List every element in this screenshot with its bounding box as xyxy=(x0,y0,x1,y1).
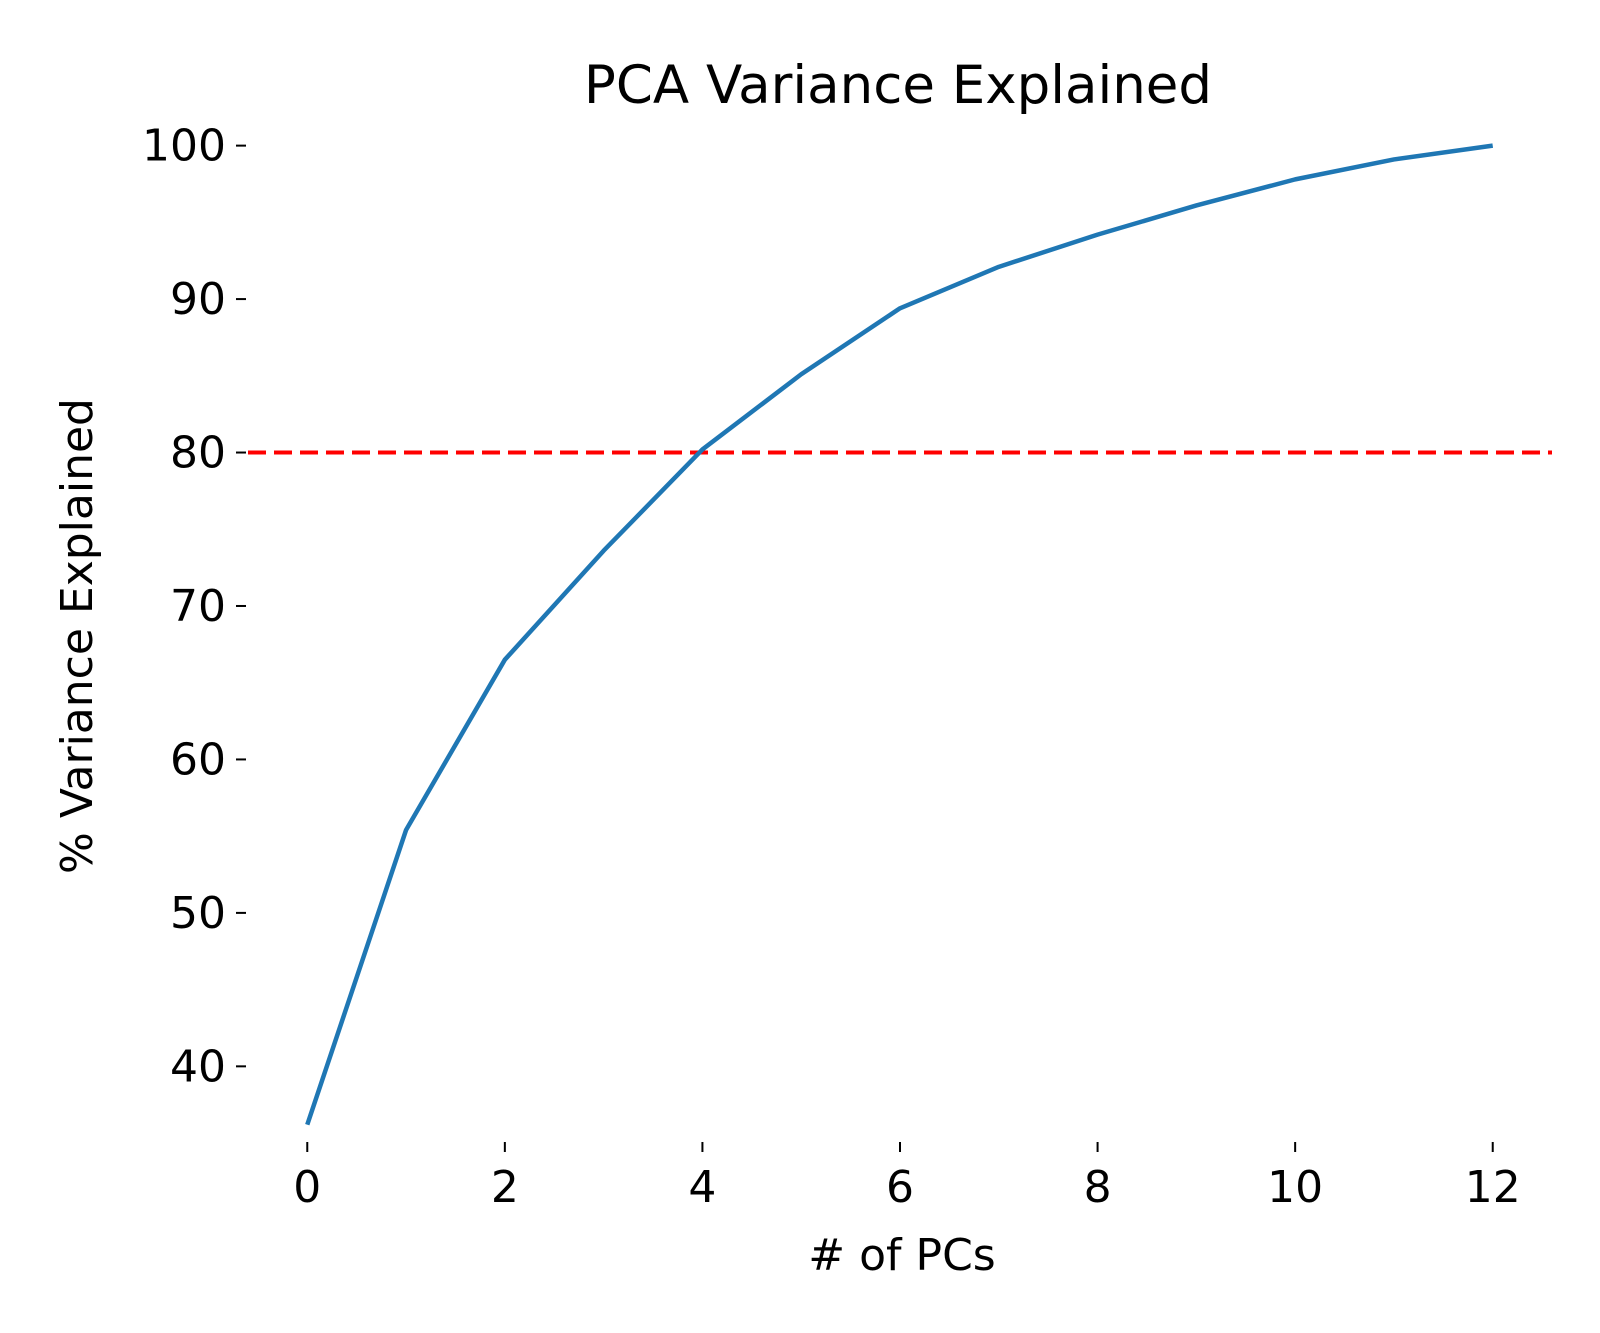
x-tick-label: 8 xyxy=(1084,1162,1112,1213)
x-axis-label: # of PCs xyxy=(808,1230,995,1281)
cumulative-variance-line xyxy=(305,143,1494,1126)
y-tick-label: 50 xyxy=(170,888,226,939)
y-tick-label: 60 xyxy=(170,734,226,785)
y-tick-label: 90 xyxy=(170,274,226,325)
chart-title: PCA Variance Explained xyxy=(584,55,1212,116)
x-axis-ticks: 0 2 4 6 8 10 12 xyxy=(293,1142,1521,1213)
y-axis-ticks: 40 50 60 70 80 90 100 xyxy=(142,121,246,1092)
x-tick-label: 0 xyxy=(293,1162,321,1213)
x-tick-label: 4 xyxy=(688,1162,716,1213)
y-tick-label: 40 xyxy=(170,1041,226,1092)
y-tick-label: 80 xyxy=(170,428,226,479)
x-tick-label: 10 xyxy=(1267,1162,1323,1213)
y-axis-label: % Variance Explained xyxy=(52,398,103,874)
y-tick-label: 70 xyxy=(170,581,226,632)
x-tick-label: 12 xyxy=(1465,1162,1521,1213)
series-layer xyxy=(305,143,1494,1126)
y-tick-label: 100 xyxy=(142,121,226,172)
x-tick-label: 2 xyxy=(491,1162,519,1213)
x-tick-label: 6 xyxy=(886,1162,914,1213)
